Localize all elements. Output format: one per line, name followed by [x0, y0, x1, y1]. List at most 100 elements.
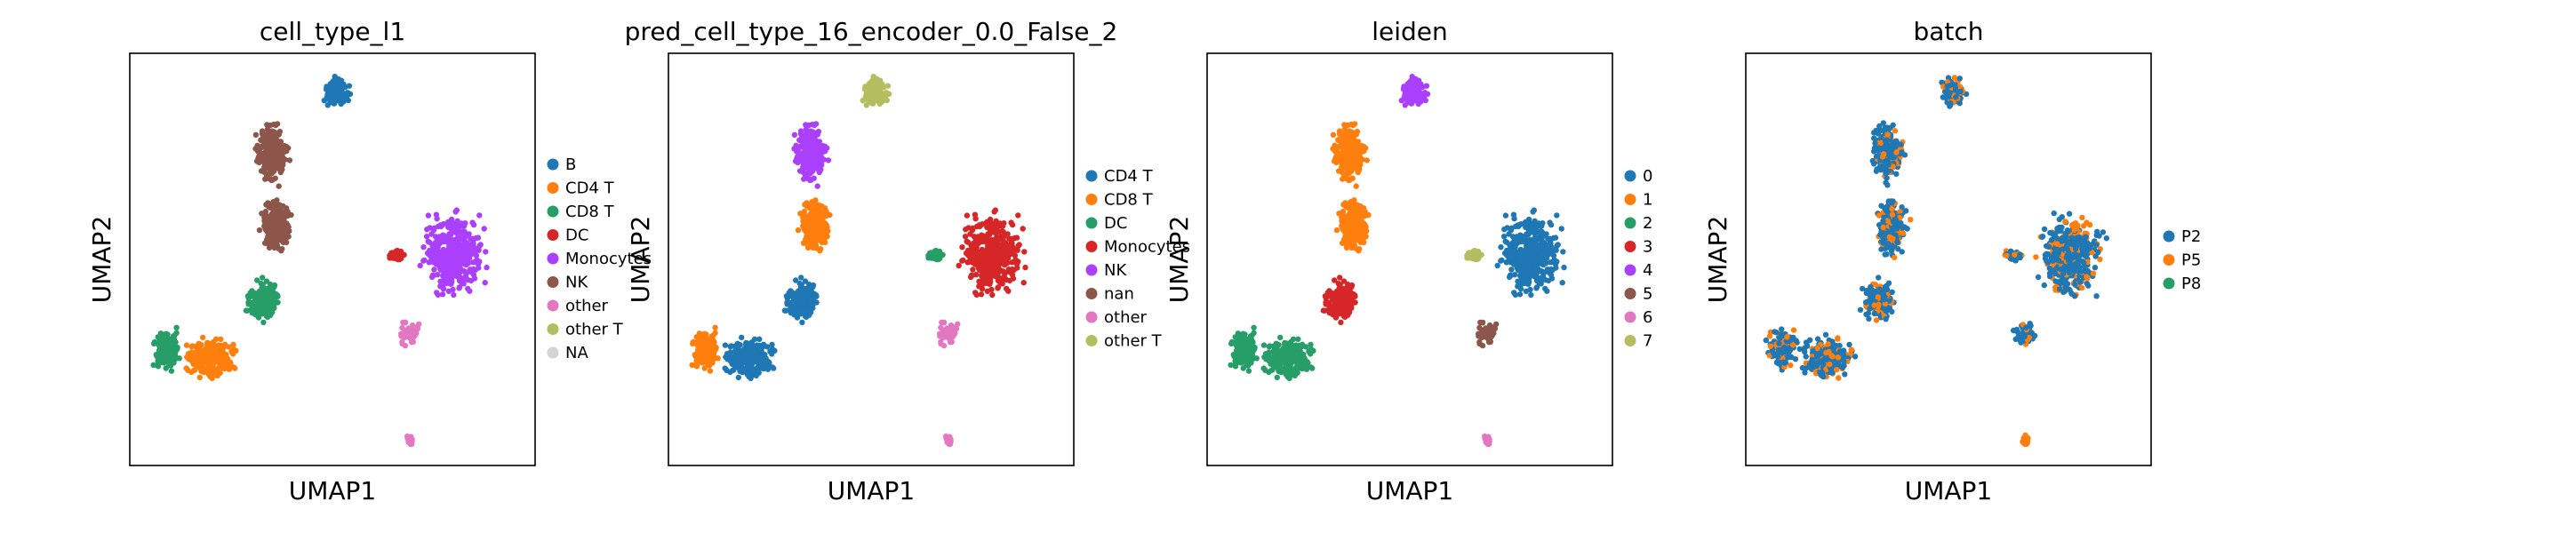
- scatter-point: [793, 277, 799, 283]
- scatter-point: [1337, 274, 1343, 281]
- scatter-point: [925, 255, 932, 261]
- scatter-point: [268, 177, 275, 184]
- scatter-point: [791, 131, 798, 138]
- scatter-point: [1249, 351, 1256, 358]
- scatter-point: [225, 344, 232, 350]
- scatter-point: [764, 344, 771, 350]
- scatter-point: [1402, 102, 1409, 108]
- scatter-point: [1290, 336, 1297, 342]
- scatter-point: [800, 240, 807, 246]
- scatter-point: [801, 131, 808, 138]
- scatter-point: [822, 147, 828, 155]
- scatter-point: [802, 219, 808, 225]
- scatter-point: [1351, 228, 1357, 235]
- scatter-point: [972, 272, 980, 278]
- scatter-point: [804, 200, 810, 206]
- scatter-point: [1020, 226, 1026, 232]
- scatter-point: [277, 169, 284, 176]
- legend-marker: [547, 205, 559, 218]
- scatter-point: [341, 95, 348, 101]
- scatter-point: [270, 284, 276, 291]
- scatter-point: [1344, 295, 1350, 302]
- scatter-point: [208, 358, 214, 364]
- scatter-point: [455, 264, 462, 271]
- scatter-point: [259, 128, 266, 134]
- scatter-point: [1295, 353, 1301, 360]
- scatter-point: [274, 197, 280, 203]
- scatter-point: [1339, 225, 1346, 231]
- scatter-point: [818, 246, 824, 252]
- scatter-point: [1338, 319, 1344, 326]
- scatter-point: [466, 231, 472, 237]
- scatter-point: [928, 250, 934, 256]
- scatter-point: [791, 297, 797, 303]
- legend-marker: [1085, 241, 1098, 252]
- scatter-point: [748, 341, 754, 348]
- scatter-point: [1362, 208, 1368, 215]
- plot-title: pred_cell_type_16_encoder_0.0_False_2: [625, 17, 1118, 46]
- scatter-point: [288, 211, 294, 219]
- scatter-point: [743, 352, 749, 358]
- scatter-point: [995, 284, 1002, 290]
- scatter-point: [994, 264, 1001, 271]
- scatter-point: [1280, 358, 1286, 364]
- scatter-point: [1244, 359, 1250, 366]
- scatter-point: [769, 341, 775, 348]
- scatter-point: [788, 306, 796, 313]
- scatter-point: [863, 102, 869, 108]
- scatter-point: [805, 295, 812, 302]
- scatter-point: [1283, 364, 1290, 370]
- scatter-point: [455, 270, 462, 276]
- scatter-point: [1528, 291, 1534, 298]
- scatter-point: [284, 208, 291, 215]
- legend-entry: Monocytes: [1085, 238, 1190, 257]
- legend-label: CD4 T: [565, 179, 615, 198]
- scatter-point: [816, 139, 823, 145]
- scatter-point: [1277, 334, 1284, 341]
- scatter-point: [690, 340, 696, 346]
- scatter-point: [810, 211, 816, 217]
- plot-title: leiden: [1372, 17, 1448, 46]
- y-axis-label: UMAP2: [626, 216, 655, 304]
- scatter-point: [1228, 340, 1235, 346]
- scatter-point: [1419, 95, 1425, 101]
- scatter-point: [267, 295, 273, 302]
- scatter-point: [1244, 353, 1251, 359]
- scatter-point: [476, 212, 483, 219]
- scatter-point: [1294, 365, 1301, 371]
- scatter-point: [1344, 231, 1350, 237]
- scatter-point: [732, 361, 738, 367]
- scatter-point: [995, 247, 1002, 253]
- scatter-point: [157, 349, 164, 355]
- scatter-point: [1339, 160, 1346, 166]
- scatter-point: [444, 239, 451, 245]
- scatter-point: [397, 251, 404, 257]
- scatter-point: [880, 95, 886, 101]
- legend-label: DC: [565, 227, 588, 245]
- scatter-point: [426, 259, 432, 266]
- legend-entry: B: [547, 155, 576, 174]
- scatter-point: [1340, 298, 1346, 305]
- scatter-point: [822, 143, 828, 150]
- scatter-point: [800, 225, 807, 231]
- scatter-point: [468, 266, 475, 273]
- scatter-point: [1323, 301, 1329, 307]
- legend-entry: other T: [1085, 332, 1163, 351]
- scatter-point: [249, 288, 255, 294]
- scatter-point: [722, 365, 728, 371]
- scatter-point: [936, 251, 943, 257]
- scatter-point: [157, 340, 164, 346]
- legend-label: other: [565, 297, 609, 315]
- scatter-point: [1304, 364, 1310, 370]
- scatter-point: [1354, 128, 1361, 135]
- scatter-point: [448, 262, 455, 268]
- scatter-point: [444, 259, 450, 266]
- scatter-point: [268, 309, 276, 316]
- scatter-point: [823, 208, 829, 215]
- scatter-point: [979, 251, 986, 258]
- scatter-point: [977, 264, 983, 270]
- scatter-point: [260, 274, 266, 281]
- legend-label: NA: [565, 344, 588, 362]
- scatter-point: [870, 100, 876, 107]
